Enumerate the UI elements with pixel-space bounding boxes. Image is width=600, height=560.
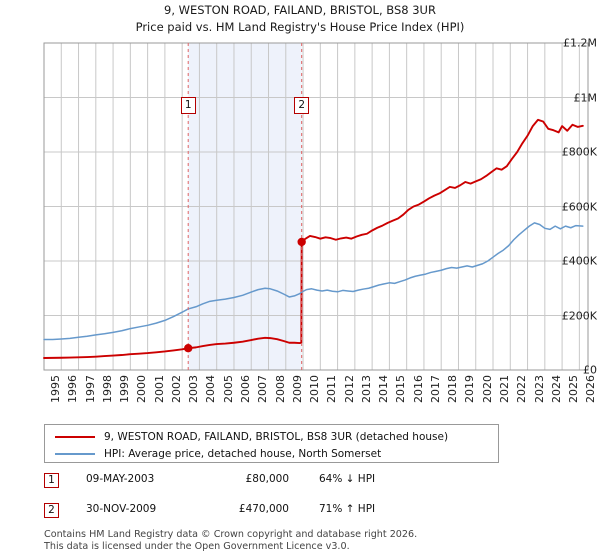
transaction-marker-badge[interactable]: 1 bbox=[180, 97, 196, 114]
x-axis-tick-label: 1998 bbox=[100, 375, 114, 403]
transaction-badge: 1 bbox=[44, 473, 59, 488]
x-axis-tick-label: 2026 bbox=[584, 375, 598, 403]
x-axis-tick-label: 2002 bbox=[169, 375, 183, 403]
chart-title-line-2: Price paid vs. HM Land Registry's House … bbox=[135, 20, 465, 34]
footer-copyright: Contains HM Land Registry data © Crown c… bbox=[44, 529, 418, 540]
x-axis-tick-label: 2009 bbox=[290, 375, 304, 403]
y-axis-tick-label: £200K bbox=[561, 309, 597, 322]
x-axis-tick-label: 2001 bbox=[152, 375, 166, 403]
footer-licence: This data is licensed under the Open Gov… bbox=[44, 541, 350, 552]
x-axis-tick-label: 1996 bbox=[66, 375, 80, 403]
x-axis-tick-label: 2012 bbox=[342, 375, 356, 403]
x-axis-tick-label: 2015 bbox=[394, 375, 408, 403]
chart-legend: 9, WESTON ROAD, FAILAND, BRISTOL, BS8 3U… bbox=[44, 424, 499, 463]
transaction-hpi-delta: 71% ↑ HPI bbox=[319, 503, 376, 515]
x-axis-tick-label: 2024 bbox=[549, 375, 563, 403]
x-axis-tick-label: 2022 bbox=[515, 375, 529, 403]
x-axis-tick-label: 2008 bbox=[273, 375, 287, 403]
transaction-date: 30-NOV-2009 bbox=[86, 503, 157, 515]
y-axis-tick-label: £1M bbox=[573, 91, 598, 104]
x-axis-tick-label: 1999 bbox=[118, 375, 132, 403]
x-axis-tick-label: 2016 bbox=[411, 375, 425, 403]
transaction-point[interactable] bbox=[184, 344, 193, 353]
x-axis-tick-label: 2011 bbox=[325, 375, 339, 403]
plot-area bbox=[43, 42, 589, 371]
x-axis-tick-label: 2021 bbox=[498, 375, 512, 403]
x-axis-tick-label: 2006 bbox=[238, 375, 252, 403]
x-axis-tick-label: 2005 bbox=[221, 375, 235, 403]
x-axis-tick-label: 1995 bbox=[49, 375, 62, 403]
y-axis-tick-label: £600K bbox=[561, 200, 597, 213]
x-axis-tick-label: 2025 bbox=[567, 375, 581, 403]
transaction-price: £80,000 bbox=[245, 473, 289, 485]
transaction-point[interactable] bbox=[297, 237, 306, 247]
x-axis-tick-label: 2000 bbox=[135, 375, 149, 403]
x-axis-tick-label: 2017 bbox=[428, 375, 442, 403]
legend-item-price-paid: 9, WESTON ROAD, FAILAND, BRISTOL, BS8 3U… bbox=[45, 427, 448, 446]
legend-label-price-paid: 9, WESTON ROAD, FAILAND, BRISTOL, BS8 3U… bbox=[104, 430, 449, 443]
x-axis-tick-label: 2018 bbox=[446, 375, 460, 403]
x-axis-tick-label: 2019 bbox=[463, 375, 477, 403]
x-axis-tick-label: 2014 bbox=[377, 375, 391, 403]
x-axis-tick-label: 2004 bbox=[204, 375, 218, 403]
plot-border bbox=[43, 42, 589, 371]
transaction-badge: 2 bbox=[44, 503, 59, 518]
transaction-price: £470,000 bbox=[238, 503, 289, 515]
legend-label-hpi: HPI: Average price, detached house, Nort… bbox=[104, 447, 382, 460]
transaction-hpi-delta: 64% ↓ HPI bbox=[319, 473, 376, 485]
y-axis-tick-label: £1.2M bbox=[563, 36, 597, 50]
y-axis-tick-label: £800K bbox=[561, 145, 597, 159]
transaction-date: 09-MAY-2003 bbox=[86, 473, 155, 485]
legend-swatch-hpi bbox=[55, 452, 95, 455]
x-axis-tick-label: 2020 bbox=[480, 375, 494, 403]
x-axis-tick-label: 2023 bbox=[532, 375, 546, 403]
x-axis-tick-label: 2010 bbox=[308, 375, 322, 403]
y-axis-tick-label: £0 bbox=[583, 363, 597, 377]
x-axis-tick-label: 2003 bbox=[187, 375, 201, 403]
x-axis-tick-label: 2013 bbox=[359, 375, 373, 403]
transaction-marker-badge[interactable]: 2 bbox=[294, 97, 310, 114]
series-line-price-paid bbox=[43, 118, 584, 359]
chart-title-line-1: 9, WESTON ROAD, FAILAND, BRISTOL, BS8 3U… bbox=[164, 3, 436, 17]
series-line-hpi bbox=[43, 222, 584, 341]
y-axis-tick-label: £400K bbox=[561, 254, 597, 268]
x-axis-tick-label: 2007 bbox=[256, 375, 270, 403]
x-axis-tick-label: 1997 bbox=[83, 375, 97, 403]
legend-item-hpi: HPI: Average price, detached house, Nort… bbox=[45, 444, 381, 463]
legend-swatch-price-paid bbox=[55, 435, 95, 438]
